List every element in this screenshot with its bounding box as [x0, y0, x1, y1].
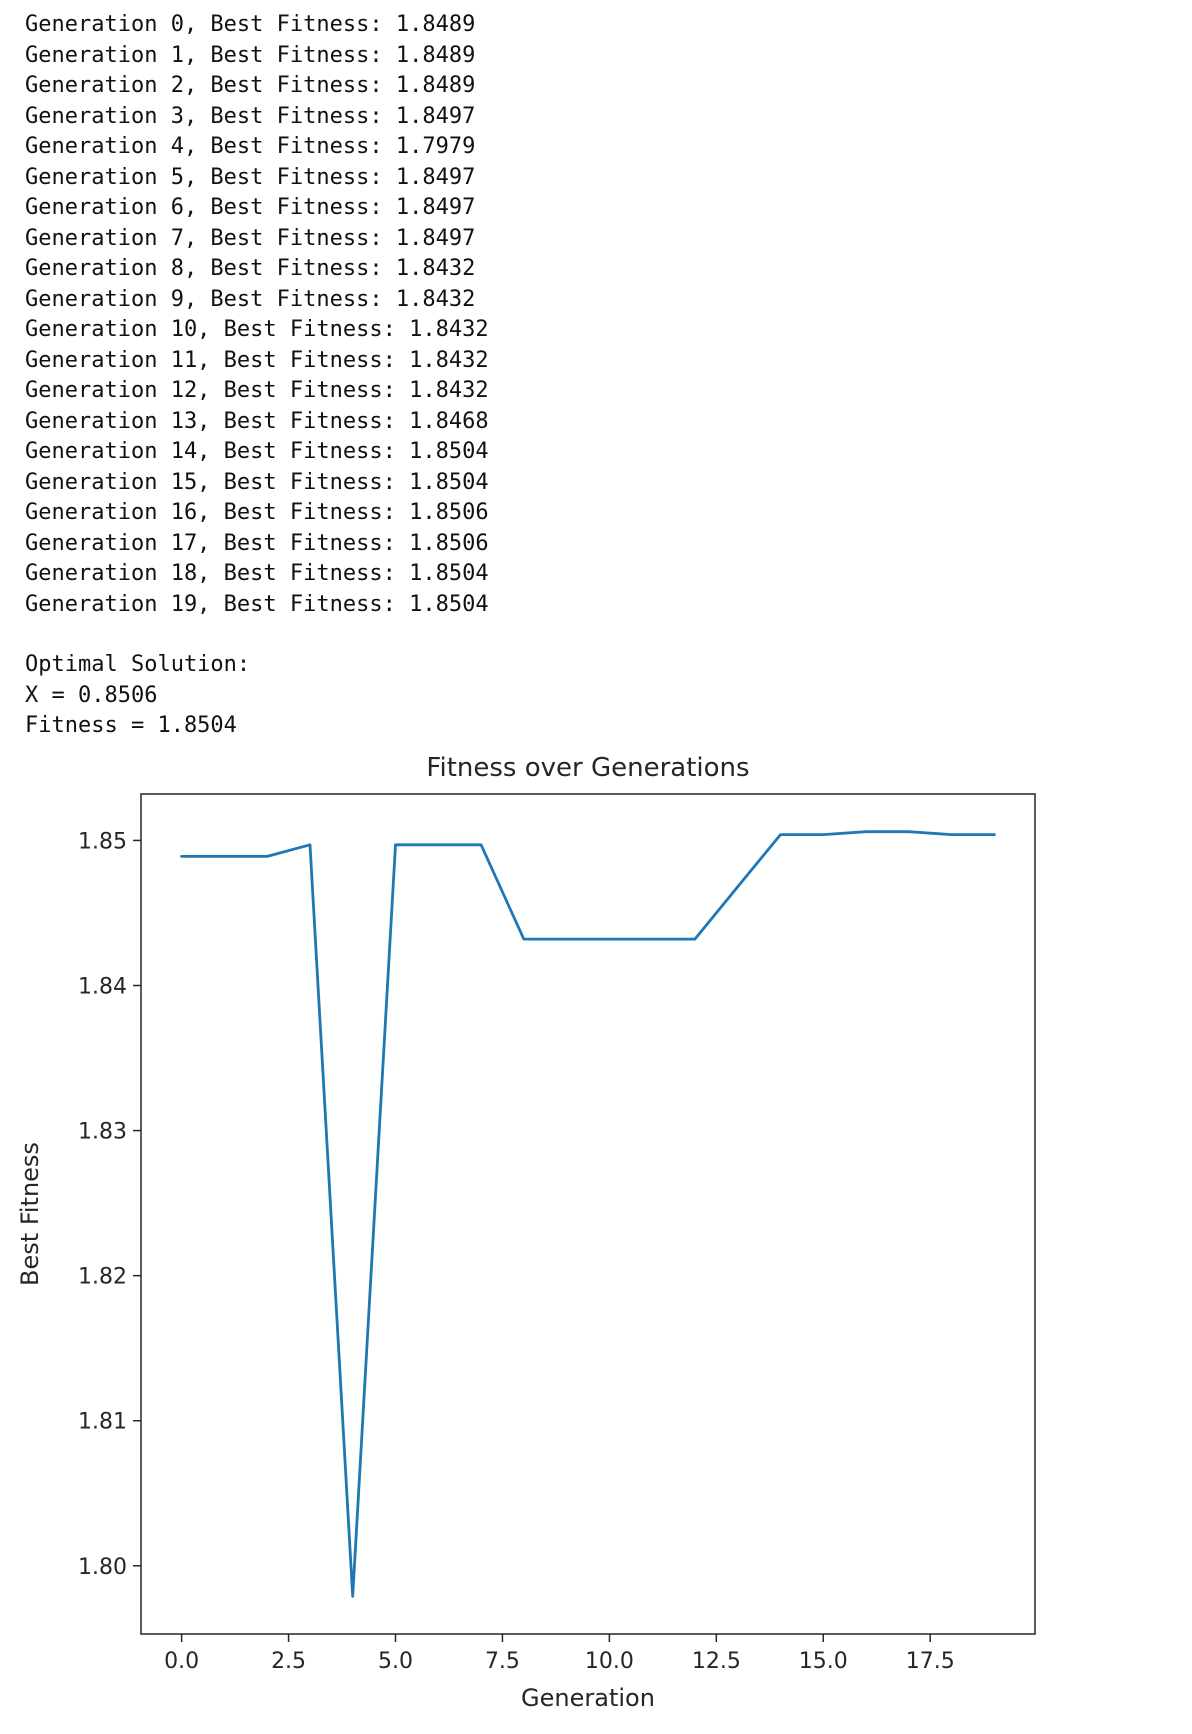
y-tick-label: 1.82: [78, 1264, 127, 1289]
fitness-chart: Fitness over Generations 1.80 1.81 1.82 1.83…: [0, 742, 1192, 1721]
console-output: Generation 0, Best Fitness: 1.8489 Gener…: [25, 12, 489, 617]
chart-title: Fitness over Generations: [426, 753, 749, 783]
fitness-chart-svg: Fitness over Generations 1.80 1.81 1.82 1.83…: [16, 753, 1036, 1712]
x-tick-label: 0.0: [164, 1649, 199, 1674]
fitness-line-series: [180, 829, 996, 1598]
y-tick-label: 1.83: [78, 1119, 127, 1144]
optimal-solution-output: Optimal Solution: X = 0.8506 Fitness = 1…: [25, 652, 251, 738]
y-tick-label: 1.84: [78, 974, 127, 999]
x-tick-label: 15.0: [799, 1649, 848, 1674]
x-tick-label: 10.0: [585, 1649, 634, 1674]
y-axis-label: Best Fitness: [16, 1142, 44, 1286]
x-tick-label: 2.5: [271, 1649, 306, 1674]
y-tick-label: 1.81: [78, 1409, 127, 1434]
x-tick-label: 5.0: [378, 1649, 413, 1674]
y-tick-label: 1.80: [78, 1554, 127, 1579]
y-tick-label: 1.85: [78, 829, 127, 854]
x-tick-label: 17.5: [906, 1649, 955, 1674]
plot-area-border: [140, 792, 1036, 1635]
x-tick-label: 12.5: [692, 1649, 741, 1674]
x-axis-label: Generation: [521, 1684, 655, 1712]
x-tick-label: 7.5: [485, 1649, 520, 1674]
